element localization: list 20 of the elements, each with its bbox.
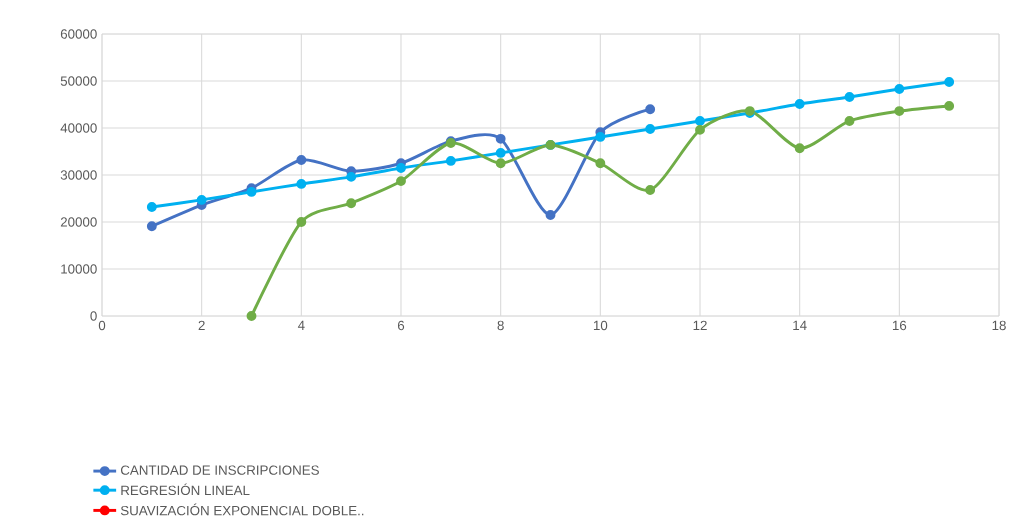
legend-label: SUAVIZACIÓN EXPONENCIAL DOBLE..	[120, 503, 364, 516]
x-tick-label: 12	[693, 320, 707, 331]
x-tick-label: 16	[892, 320, 907, 331]
x-tick-label: 10	[593, 320, 608, 331]
y-tick-label: 20000	[60, 217, 97, 227]
y-tick-label: 60000	[60, 29, 97, 39]
y-tick-label: 30000	[60, 170, 97, 180]
y-tick-label: 50000	[60, 76, 97, 86]
legend-label: REGRESIÓN LINEAL	[121, 483, 250, 496]
y-tick-label: 10000	[61, 264, 97, 274]
x-tick-label: 6	[397, 320, 405, 331]
x-tick-label: 18	[992, 320, 1006, 331]
y-tick-label: 0	[90, 311, 97, 321]
x-tick-label: 0	[98, 320, 106, 331]
legend-label: CANTIDAD DE INSCRIPCIONES	[120, 465, 319, 475]
y-tick-label: 40000	[60, 123, 97, 133]
x-tick-label: 4	[297, 320, 305, 330]
x-tick-label: 14	[793, 320, 807, 330]
x-tick-label: 2	[198, 320, 205, 331]
x-tick-label: 8	[497, 320, 504, 331]
